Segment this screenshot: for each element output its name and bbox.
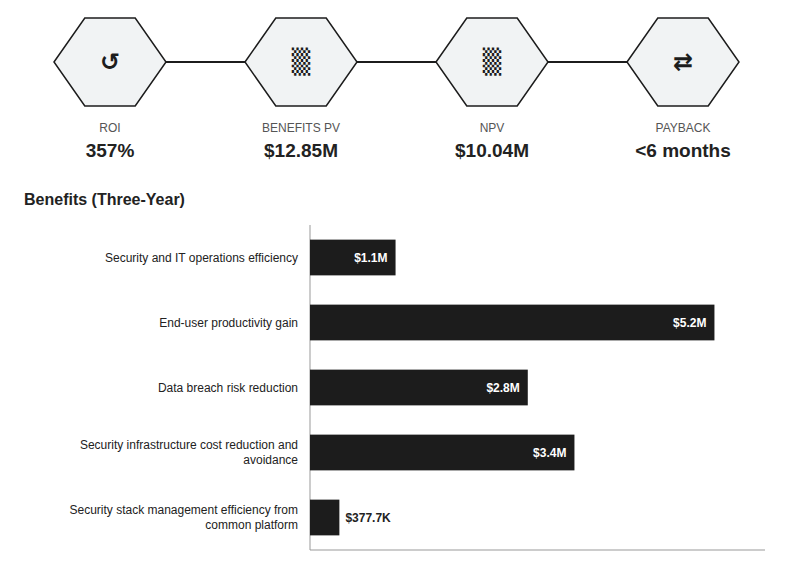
kpi-label: PAYBACK [656, 121, 711, 135]
kpi-value: $10.04M [455, 140, 529, 161]
bar [310, 240, 396, 276]
kpi-value: 357% [86, 140, 135, 161]
chart-title: Benefits (Three-Year) [24, 191, 185, 208]
kpi-icon: ▒ [292, 47, 311, 76]
category-label: Security stack management efficiency fro… [69, 503, 298, 532]
x-axis-line [310, 550, 765, 551]
kpi-label: NPV [480, 121, 505, 135]
kpi-hexagon [627, 18, 739, 106]
kpi-value: <6 months [635, 140, 731, 161]
kpi-icon: ⇄ [673, 48, 693, 76]
kpi-value: $12.85M [264, 140, 338, 161]
category-labels: Security and IT operations efficiency End… [69, 251, 298, 533]
category-label: End-user productivity gain [159, 316, 298, 330]
kpi-icon: ↺ [100, 48, 120, 76]
category-label: Security infrastructure cost reduction a… [80, 438, 298, 467]
kpi-label: ROI [99, 121, 120, 135]
bar [310, 500, 339, 536]
kpi-connector [110, 61, 683, 63]
chart-container: ↺ ROI 357% ▒ BENEFITS PV $12.85M ▒ NPV $10.04M ⇄ P… [0, 0, 793, 570]
bar [310, 435, 574, 471]
data-label: $1.1M [354, 251, 387, 265]
category-label: Data breach risk reduction [158, 381, 298, 395]
kpi-icon: ▒ [483, 47, 502, 76]
kpi-hexagon [245, 18, 357, 106]
kpi-label: BENEFITS PV [262, 121, 340, 135]
data-label: $3.4M [533, 446, 566, 460]
data-label: $5.2M [673, 316, 706, 330]
kpi-hexagon [436, 18, 548, 106]
data-label: $377.7K [345, 511, 391, 525]
data-labels: $1.1M $5.2M $2.8M $3.4M $377.7K [345, 251, 706, 525]
kpi-group: ↺ ROI 357% ▒ BENEFITS PV $12.85M ▒ NPV $10.04M ⇄ P… [54, 18, 739, 161]
data-label: $2.8M [486, 381, 519, 395]
bar [310, 305, 714, 341]
chart-svg: ↺ ROI 357% ▒ BENEFITS PV $12.85M ▒ NPV $10.04M ⇄ P… [0, 0, 793, 570]
category-label: Security and IT operations efficiency [105, 251, 298, 265]
kpi-hexagon [54, 18, 166, 106]
bars [310, 240, 714, 536]
bar [310, 370, 528, 406]
